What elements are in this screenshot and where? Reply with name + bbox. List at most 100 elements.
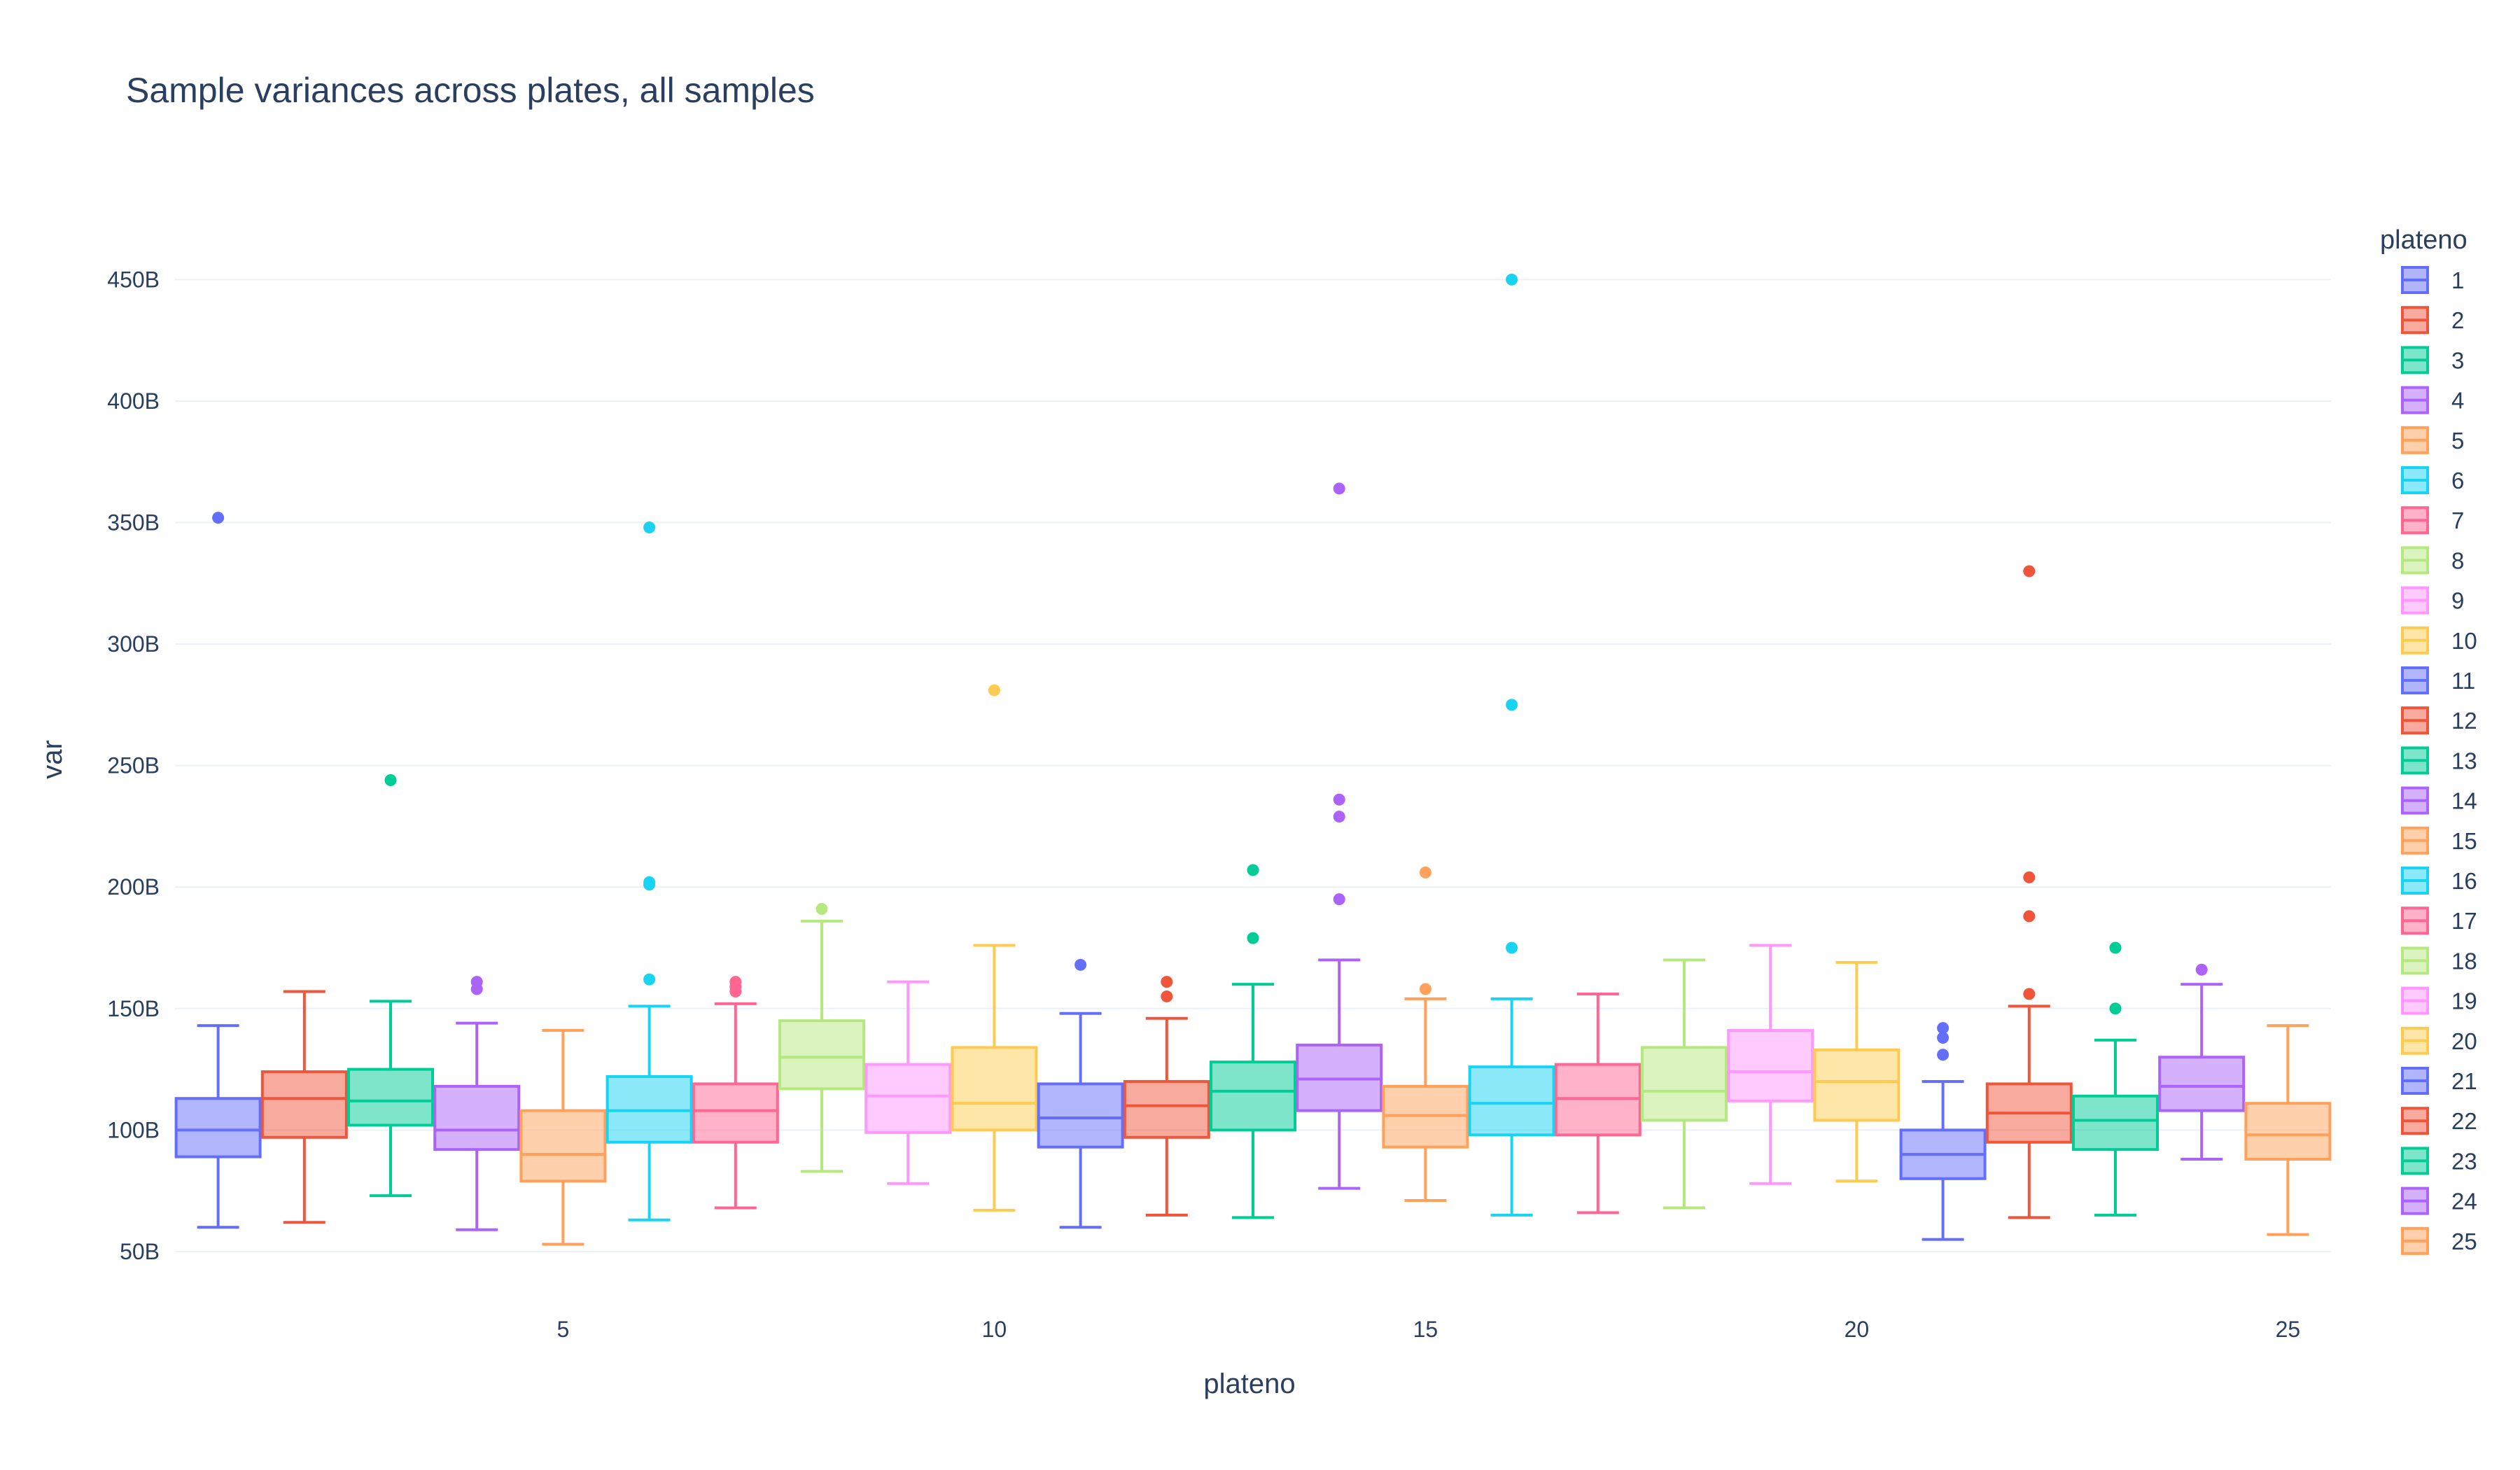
- outlier-point: [2023, 910, 2036, 923]
- outlier-point: [384, 774, 397, 787]
- x-tick-label: 20: [1844, 1317, 1870, 1342]
- legend-item-23[interactable]: 23: [2401, 1147, 2477, 1175]
- outlier-point: [643, 876, 656, 888]
- y-tick-label: 50B: [120, 1239, 160, 1264]
- outlier-point: [1506, 273, 1518, 286]
- legend-item-4[interactable]: 4: [2401, 386, 2464, 414]
- legend-item-16[interactable]: 16: [2401, 867, 2477, 895]
- x-tick-label: 5: [557, 1317, 570, 1342]
- legend-item-24[interactable]: 24: [2401, 1186, 2477, 1215]
- box-plate-23: [2072, 941, 2159, 1217]
- y-tick-label: 300B: [107, 631, 160, 657]
- legend: plateno 12345678910111213141516171819202…: [2380, 225, 2477, 1255]
- outlier-point: [470, 976, 483, 988]
- legend-title: plateno: [2380, 225, 2468, 255]
- outlier-point: [212, 512, 225, 524]
- y-tick-label: 400B: [107, 388, 160, 414]
- box-plate-25: [2244, 1024, 2332, 1236]
- legend-item-22[interactable]: 22: [2401, 1107, 2477, 1135]
- outlier-point: [988, 684, 1000, 696]
- iqr-box: [692, 1082, 779, 1144]
- legend-label: 9: [2451, 588, 2464, 614]
- y-tick-label: 450B: [107, 267, 160, 292]
- outlier-point: [1333, 893, 1345, 906]
- legend-label: 10: [2451, 628, 2477, 654]
- legend-item-9[interactable]: 9: [2401, 586, 2464, 615]
- outlier-point: [2195, 963, 2208, 976]
- iqr-box: [1641, 1046, 1728, 1122]
- y-tick-label: 200B: [107, 874, 160, 899]
- legend-label: 21: [2451, 1068, 2477, 1094]
- legend-item-10[interactable]: 10: [2401, 626, 2477, 654]
- outlier-point: [1506, 941, 1518, 954]
- legend-item-18[interactable]: 18: [2401, 946, 2477, 975]
- legend-item-6[interactable]: 6: [2401, 466, 2464, 494]
- outlier-point: [1937, 1031, 1949, 1044]
- legend-item-14[interactable]: 14: [2401, 786, 2477, 815]
- x-tick-label: 10: [982, 1317, 1007, 1342]
- iqr-box: [2244, 1102, 2332, 1161]
- legend-item-1[interactable]: 1: [2401, 266, 2464, 294]
- legend-item-17[interactable]: 17: [2401, 906, 2477, 935]
- box-plate-8: [778, 902, 865, 1173]
- legend-label: 24: [2451, 1189, 2477, 1214]
- legend-item-13[interactable]: 13: [2401, 746, 2477, 775]
- legend-label: 22: [2451, 1108, 2477, 1134]
- outlier-point: [1419, 983, 1432, 995]
- iqr-box: [951, 1046, 1038, 1132]
- legend-item-7[interactable]: 7: [2401, 506, 2464, 535]
- legend-item-12[interactable]: 12: [2401, 706, 2477, 735]
- outlier-point: [2109, 941, 2122, 954]
- outlier-point: [1247, 864, 1259, 876]
- outlier-point: [1937, 1022, 1949, 1035]
- outlier-point: [1161, 976, 1173, 988]
- outlier-point: [1419, 866, 1432, 878]
- legend-label: 25: [2451, 1228, 2477, 1254]
- legend-item-25[interactable]: 25: [2401, 1226, 2477, 1255]
- box-plate-13: [1210, 864, 1296, 1219]
- iqr-box: [778, 1019, 865, 1091]
- chart-title: Sample variances across plates, all samp…: [126, 71, 815, 110]
- legend-label: 3: [2451, 347, 2464, 373]
- legend-label: 18: [2451, 948, 2477, 974]
- legend-item-19[interactable]: 19: [2401, 986, 2477, 1015]
- legend-label: 20: [2451, 1028, 2477, 1054]
- legend-label: 12: [2451, 708, 2477, 734]
- legend-item-11[interactable]: 11: [2401, 666, 2475, 694]
- legend-label: 15: [2451, 828, 2477, 854]
- legend-label: 5: [2451, 428, 2464, 454]
- box-plate-6: [606, 521, 693, 1222]
- box-plate-9: [864, 980, 952, 1185]
- legend-item-3[interactable]: 3: [2401, 346, 2464, 374]
- iqr-box: [1727, 1029, 1814, 1102]
- legend-label: 4: [2451, 388, 2464, 414]
- outlier-point: [729, 976, 742, 988]
- box-plate-1: [174, 512, 262, 1229]
- outlier-point: [1333, 482, 1345, 495]
- outlier-point: [2023, 565, 2036, 578]
- legend-item-5[interactable]: 5: [2401, 426, 2464, 454]
- y-tick-label: 350B: [107, 510, 160, 536]
- legend-item-8[interactable]: 8: [2401, 546, 2464, 575]
- legend-item-20[interactable]: 20: [2401, 1026, 2477, 1055]
- legend-label: 2: [2451, 307, 2464, 333]
- legend-item-15[interactable]: 15: [2401, 826, 2477, 855]
- iqr-box: [1468, 1065, 1555, 1137]
- box-plate-14: [1296, 482, 1383, 1190]
- legend-label: 23: [2451, 1148, 2477, 1174]
- box-series: [174, 273, 2332, 1246]
- outlier-point: [643, 973, 656, 986]
- outlier-point: [643, 521, 656, 533]
- box-plate-2: [260, 990, 348, 1224]
- legend-label: 6: [2451, 468, 2464, 493]
- box-plate-21: [1899, 1022, 1987, 1241]
- legend-label: 14: [2451, 788, 2477, 814]
- legend-label: 1: [2451, 267, 2464, 293]
- legend-item-21[interactable]: 21: [2401, 1067, 2477, 1095]
- box-plate-22: [1985, 565, 2073, 1219]
- y-tick-label: 250B: [107, 753, 160, 778]
- iqr-box: [2158, 1056, 2246, 1112]
- legend-item-2[interactable]: 2: [2401, 306, 2464, 335]
- outlier-point: [2023, 871, 2036, 883]
- iqr-box: [260, 1070, 348, 1139]
